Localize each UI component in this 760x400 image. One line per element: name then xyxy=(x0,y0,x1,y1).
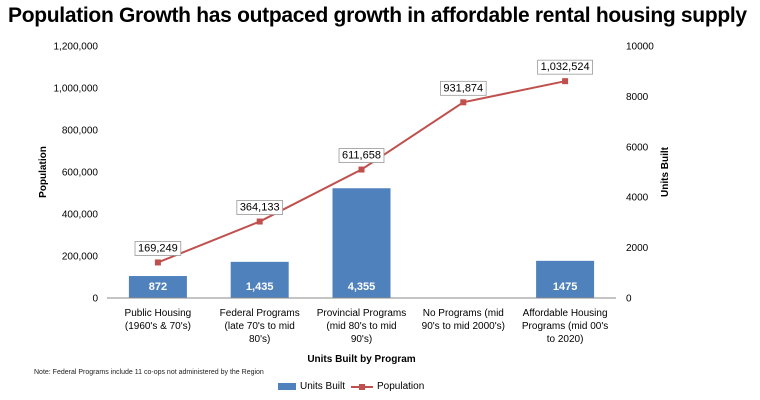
population-label-box xyxy=(338,148,385,163)
left-tick-label: 200,000 xyxy=(62,252,99,263)
category-label: Public Housing (1960's & 70's) xyxy=(125,308,192,332)
right-tick-label: 2000 xyxy=(626,243,649,254)
left-tick-label: 1,000,000 xyxy=(54,84,99,95)
right-tick-label: 10000 xyxy=(626,42,654,53)
category-label: Federal Programs (late 70's to mid 80's) xyxy=(220,308,300,345)
legend-swatch-units-built xyxy=(278,383,296,390)
population-label-box xyxy=(236,200,283,215)
legend-label-units-built: Units Built xyxy=(300,381,346,392)
bar-units-built xyxy=(128,276,187,298)
point-population xyxy=(562,78,569,85)
legend-label-population: Population xyxy=(377,381,425,392)
bar-value-label: 4,355 xyxy=(348,281,376,293)
population-value-label: 169,249 xyxy=(138,242,178,254)
right-tick-label: 4000 xyxy=(626,193,649,204)
population-value-label: 364,133 xyxy=(240,202,280,214)
bar-value-label: 1475 xyxy=(553,281,577,293)
category-label: No Programs (mid 90's to mid 2000's) xyxy=(422,308,505,332)
population-value-label: 611,658 xyxy=(342,150,381,162)
chart-note: Note: Federal Programs include 11 co-ops… xyxy=(34,369,264,376)
y-axis-title-left: Population xyxy=(38,146,49,198)
chart-title: Population Growth has outpaced growth in… xyxy=(8,4,747,27)
right-tick-label: 6000 xyxy=(626,142,649,153)
category-label: Provincial Programs (mid 80's to mid 90's) xyxy=(317,308,406,345)
bar-value-label: 872 xyxy=(149,281,167,293)
right-tick-label: 0 xyxy=(626,294,632,305)
left-tick-label: 0 xyxy=(92,294,98,305)
y-axis-title-right: Units Built xyxy=(660,146,671,197)
legend-item-units-built: Units Built xyxy=(278,381,345,392)
point-population xyxy=(358,166,365,173)
bar-value-label: 1,435 xyxy=(246,281,274,293)
left-tick-label: 1,200,000 xyxy=(54,42,99,53)
right-tick-label: 8000 xyxy=(626,92,649,103)
left-tick-label: 800,000 xyxy=(62,126,99,137)
chart-legend: Units Built Population xyxy=(278,381,424,392)
left-tick-label: 600,000 xyxy=(62,168,99,179)
bar-units-built xyxy=(536,260,595,298)
population-value-label: 1,032,524 xyxy=(541,61,590,73)
bar-units-built xyxy=(230,261,289,298)
x-axis-title: Units Built by Program xyxy=(307,354,415,365)
population-label-box xyxy=(134,241,182,256)
point-population xyxy=(256,218,263,225)
population-label-box xyxy=(537,59,593,75)
population-value-label: 931,874 xyxy=(443,82,483,94)
point-population xyxy=(460,99,467,106)
legend-swatch-population xyxy=(351,382,374,391)
legend-item-population: Population xyxy=(351,381,424,392)
point-population xyxy=(154,259,161,266)
left-tick-label: 400,000 xyxy=(62,210,99,221)
population-label-box xyxy=(440,80,487,96)
category-label: Affordable Housing Programs (mid 00's to 2… xyxy=(522,308,608,345)
bar-value-label: 0 xyxy=(460,281,466,293)
bar-units-built xyxy=(332,188,391,298)
